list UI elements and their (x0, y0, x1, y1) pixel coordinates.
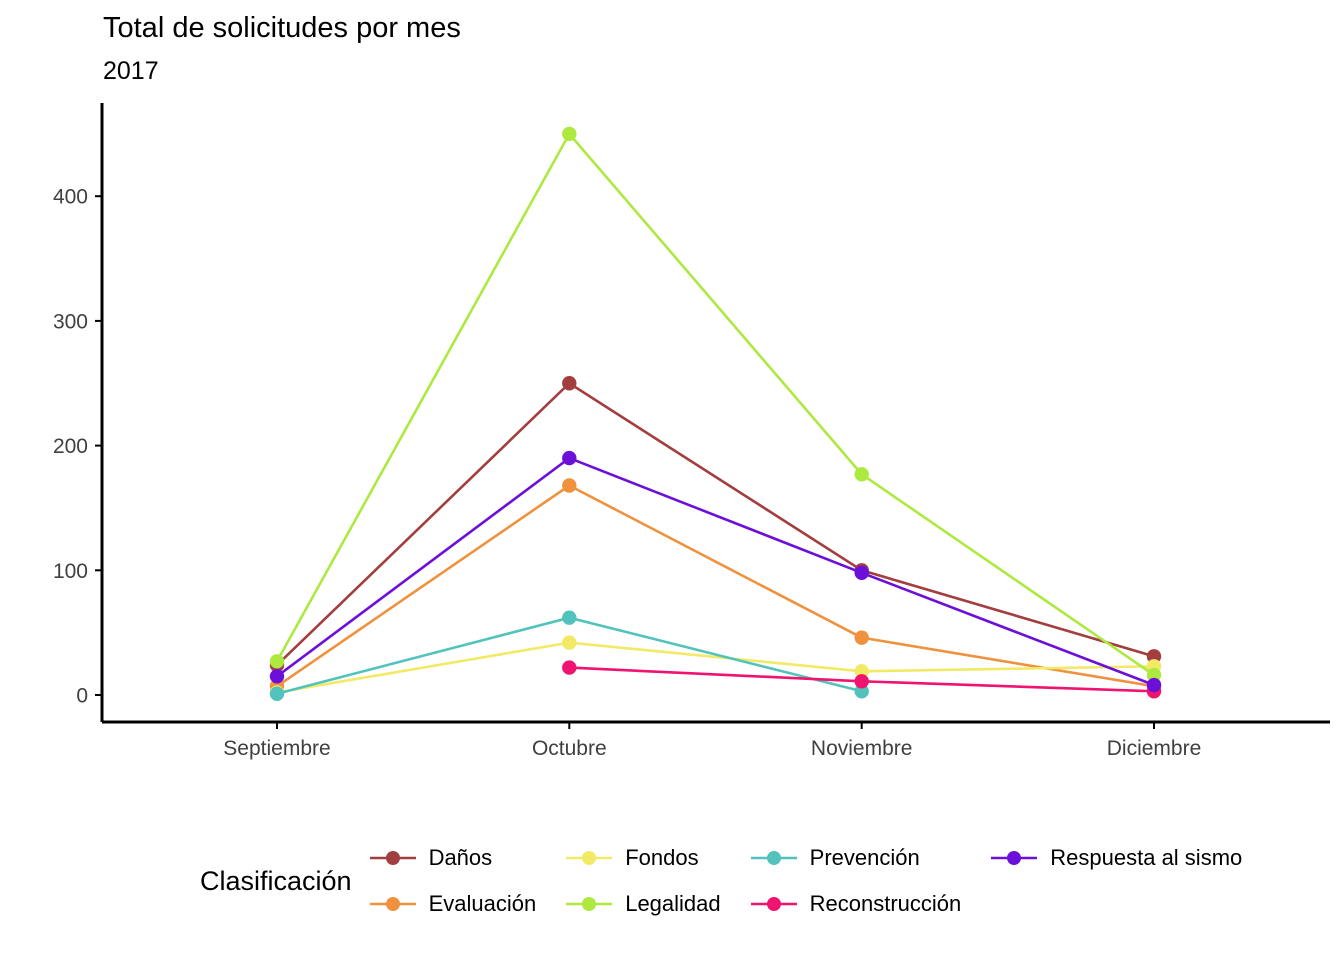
legend-label: Daños (428, 845, 493, 870)
plot-area: 0 100 200 300 400 Septiembre Octubre Noviembre D… (53, 103, 1330, 760)
chart-subtitle: 2017 (103, 57, 159, 85)
data-point (269, 654, 285, 669)
legend-label: Legalidad (625, 891, 721, 916)
legend: Clasificación Daños Evaluación Fondos Legal… (200, 843, 1242, 919)
data-point (562, 610, 577, 625)
data-point (854, 565, 869, 580)
legend-title: Clasificación (200, 865, 352, 896)
data-point (562, 478, 577, 493)
y-tick-label: 300 (53, 310, 88, 333)
y-tick-label: 0 (76, 685, 88, 708)
series-line (275, 131, 1155, 677)
data-point (1146, 677, 1162, 693)
legend-key-icon (369, 851, 416, 865)
legend-item: Legalidad (566, 891, 721, 917)
data-point (562, 450, 577, 466)
legend-item: Evaluación (369, 891, 537, 917)
legend-item: Respuesta al sismo (991, 845, 1242, 871)
x-tick-label: Diciembre (1107, 737, 1202, 760)
data-point (1146, 667, 1162, 683)
y-tick-label: 100 (53, 560, 88, 583)
legend-label: Respuesta al sismo (1050, 845, 1243, 870)
legend-label: Fondos (625, 845, 699, 870)
legend-item: Daños (369, 845, 537, 871)
x-tick-label: Noviembre (811, 737, 913, 760)
data-point (269, 669, 285, 684)
data-point (854, 684, 869, 699)
y-tick-label: 400 (53, 186, 88, 209)
legend-key-icon (369, 897, 416, 911)
data-point (854, 467, 869, 482)
legend-item: Fondos (566, 845, 720, 871)
legend-items: Daños Evaluación Fondos Legalidad Prevención… (369, 843, 1242, 919)
legend-key-icon (566, 897, 613, 911)
legend-key-icon (991, 851, 1038, 865)
x-tick-label: Octubre (532, 737, 607, 760)
legend-item: Prevención (750, 845, 962, 871)
legend-item: Reconstrucción (750, 891, 962, 917)
chart-title: Total de solicitudes por mes (103, 12, 461, 44)
x-tick-label: Septiembre (223, 737, 330, 760)
data-point (1146, 649, 1162, 664)
legend-key-icon (566, 851, 613, 865)
legend-label: Prevención (809, 845, 920, 870)
series-line (276, 381, 1155, 667)
data-point (854, 630, 869, 645)
legend-key-icon (750, 897, 797, 911)
data-point (269, 686, 285, 701)
data-point (854, 674, 869, 689)
legend-key-icon (750, 851, 797, 865)
data-point (562, 660, 577, 675)
data-point (562, 376, 577, 391)
data-point (854, 664, 869, 679)
series-line (276, 641, 1155, 694)
data-point (562, 635, 577, 650)
series-line (276, 616, 863, 696)
legend-label: Evaluación (428, 891, 537, 916)
legend-label: Reconstrucción (809, 891, 962, 916)
series-line (276, 456, 1155, 687)
data-point (562, 126, 577, 142)
series-line (276, 483, 1155, 688)
y-tick-label: 200 (53, 435, 88, 458)
